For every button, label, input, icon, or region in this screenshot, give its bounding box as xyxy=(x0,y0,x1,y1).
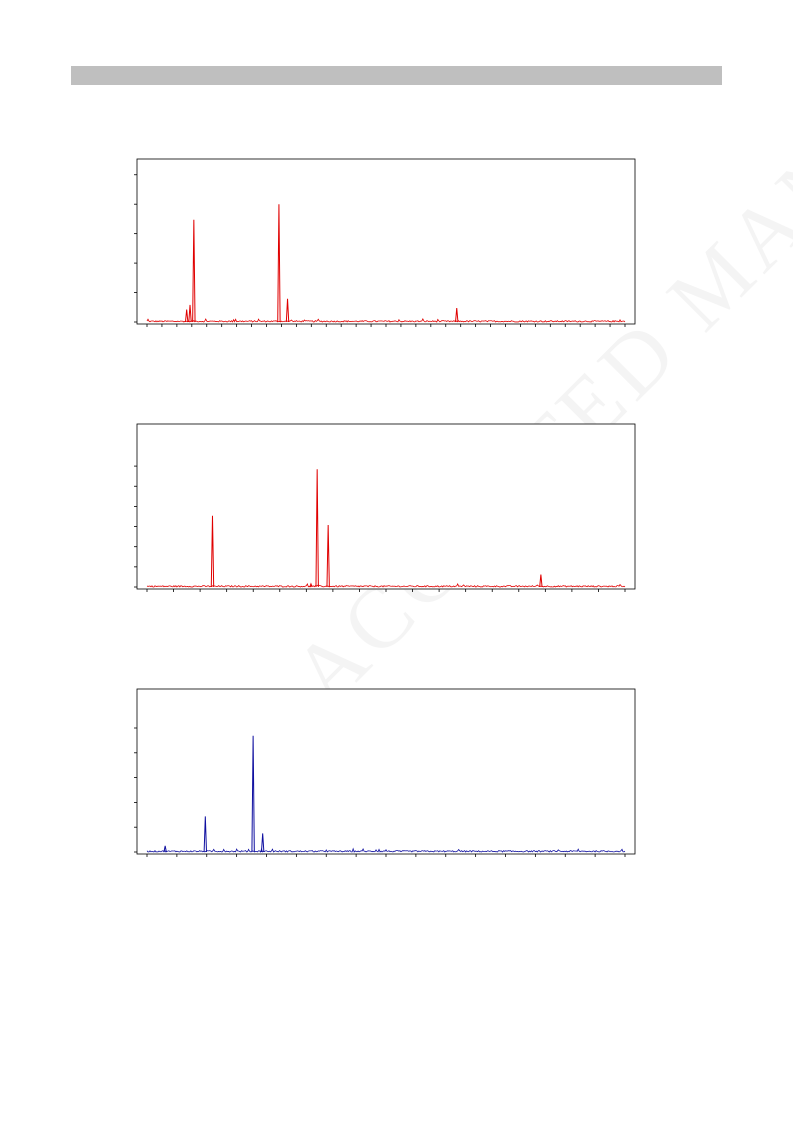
spectrum-chart-3 xyxy=(134,688,636,857)
peak-1 xyxy=(163,845,167,853)
baseline-trace xyxy=(146,583,626,588)
spectrum-chart-1 xyxy=(134,158,636,327)
baseline-trace xyxy=(146,847,626,853)
peak-2 xyxy=(203,816,208,853)
peak-4 xyxy=(326,524,330,588)
peak-3 xyxy=(251,735,255,853)
plot-frame xyxy=(136,158,636,325)
peak-1 xyxy=(210,515,215,588)
baseline-trace xyxy=(146,317,626,323)
spectrum-chart-2 xyxy=(134,423,636,592)
peak-1 xyxy=(184,309,189,323)
peak-2 xyxy=(188,304,192,323)
peak-2 xyxy=(309,582,313,588)
peak-4 xyxy=(277,204,281,323)
peak-5 xyxy=(539,574,543,588)
header-bar xyxy=(71,66,722,85)
peak-4 xyxy=(260,833,265,853)
plot-frame xyxy=(136,423,636,590)
peak-6 xyxy=(455,308,459,323)
plot-frame xyxy=(136,688,636,855)
peak-3 xyxy=(315,469,319,588)
peak-3 xyxy=(192,219,196,323)
peak-5 xyxy=(285,298,290,323)
